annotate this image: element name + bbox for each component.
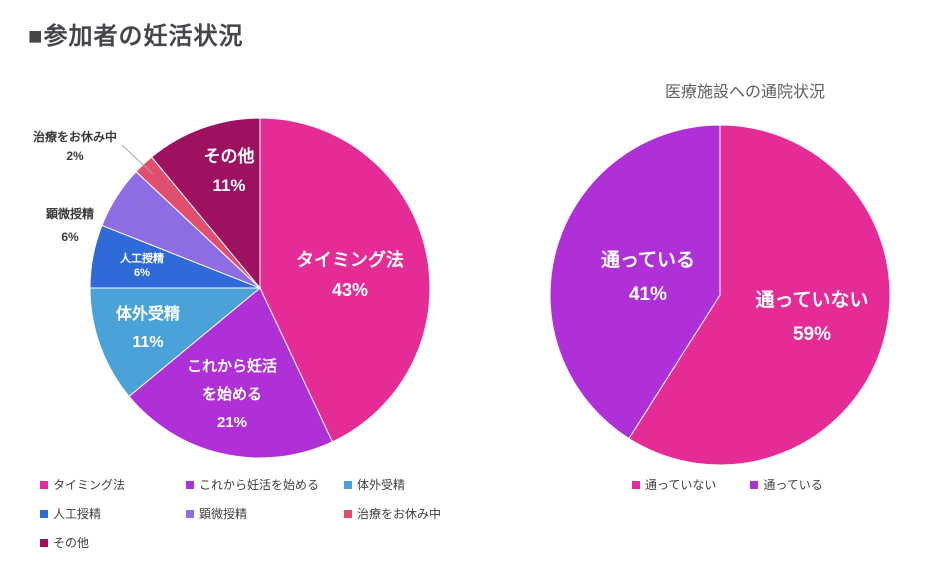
slice-label: 2% xyxy=(66,149,84,163)
pie-slice-0 xyxy=(628,124,891,466)
legend-fertility-status: タイミング法 これから妊活を始める 体外受精人工授精 顕微授精 治療をお休み中その他 xyxy=(40,476,504,551)
legend-item: その他 xyxy=(40,534,186,551)
legend-item: 体外受精 xyxy=(344,476,504,493)
pie-slice-6 xyxy=(150,117,261,290)
legend-label: これから妊活を始める xyxy=(199,478,320,492)
legend-swatch xyxy=(632,480,640,489)
right-chart-title: 医療施設への通院状況 xyxy=(664,84,825,101)
slice-label: 43% xyxy=(332,280,368,300)
slice-label: 通っている xyxy=(601,249,695,271)
page-title: ■参加者の妊活状況 xyxy=(28,23,244,50)
legend-swatch xyxy=(40,480,48,489)
slice-label: 41% xyxy=(629,284,667,305)
label-leader-line xyxy=(121,144,154,175)
slice-label: 11% xyxy=(132,334,163,351)
legend-item: 人工授精 xyxy=(40,505,186,522)
pie-chart-clinic-attendance: 通っていない 59% 通っている 41% xyxy=(549,124,891,466)
legend-label: 体外受精 xyxy=(357,478,406,492)
legend-label: 治療をお休み中 xyxy=(357,507,442,521)
pie-chart-fertility-status: タイミング法 43% これから妊活を始める 21% 体外受精 11% 人工授精 6% 顕微授精 6… xyxy=(33,117,431,459)
legend-label: その他 xyxy=(53,536,90,550)
slice-label: 21% xyxy=(217,414,247,431)
slice-label: 通っていない xyxy=(755,289,868,311)
legend-swatch xyxy=(40,509,48,518)
legend-swatch xyxy=(344,480,352,489)
pie-slice-1 xyxy=(128,287,334,459)
legend-item: 通っている xyxy=(750,476,823,493)
legend-label: 人工授精 xyxy=(53,507,102,521)
pie-slice-2 xyxy=(89,287,262,398)
legend-item: これから妊活を始める xyxy=(186,476,344,493)
slice-label: 治療をお休み中 xyxy=(33,129,117,144)
legend-clinic-attendance: 通っていない 通っている xyxy=(632,476,823,493)
legend-label: タイミング法 xyxy=(53,478,126,492)
legend-swatch xyxy=(344,509,352,518)
legend-item: 顕微授精 xyxy=(186,505,344,522)
slice-label: 体外受精 xyxy=(116,304,180,323)
slice-label: 6% xyxy=(134,267,150,279)
legend-item: タイミング法 xyxy=(40,476,186,493)
slice-label: 59% xyxy=(793,324,831,345)
pie-slice-1 xyxy=(549,124,721,440)
slice-label: タイミング法 xyxy=(296,249,404,270)
slice-label: 顕微授精 xyxy=(46,206,94,221)
legend-label: 通っている xyxy=(763,478,823,492)
slice-label: 6% xyxy=(61,230,79,244)
legend-item: 治療をお休み中 xyxy=(344,505,504,522)
legend-item: 通っていない xyxy=(632,476,716,493)
legend-swatch xyxy=(40,538,48,547)
pie-slice-0 xyxy=(259,117,431,443)
slice-label: その他 xyxy=(204,146,255,166)
legend-label: 顕微授精 xyxy=(199,507,248,521)
legend-swatch xyxy=(750,480,759,489)
legend-label: 通っていない xyxy=(645,478,717,492)
slice-label: を始める xyxy=(202,385,262,403)
slice-label: 人工授精 xyxy=(120,251,164,265)
slice-label: 11% xyxy=(212,176,245,195)
legend-swatch xyxy=(186,509,194,518)
slice-label: これから妊活 xyxy=(187,357,277,375)
legend-swatch xyxy=(186,480,194,489)
